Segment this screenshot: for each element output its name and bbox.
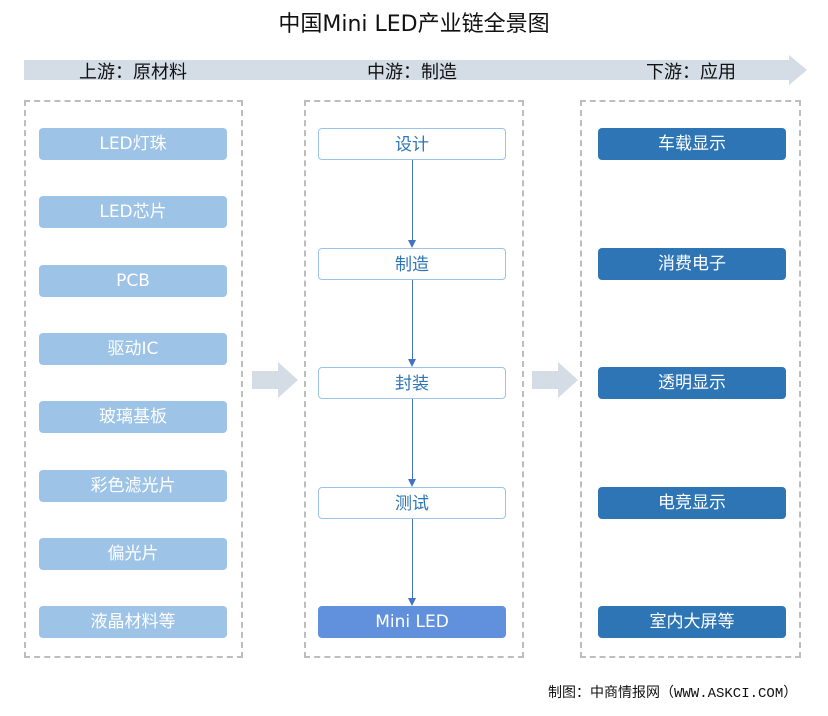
upstream-item: 偏光片	[39, 538, 227, 570]
downstream-box	[580, 100, 801, 658]
upstream-item: PCB	[39, 265, 227, 297]
arrow-down-icon	[408, 240, 416, 248]
flow-connector	[412, 280, 413, 359]
arrow-down-icon	[408, 359, 416, 367]
midstream-box	[304, 100, 524, 658]
midstream-item: Mini LED	[318, 606, 506, 638]
downstream-item: 透明显示	[598, 367, 786, 399]
arrow-down-icon	[408, 598, 416, 606]
upstream-box	[24, 100, 243, 658]
upstream-item: 彩色滤光片	[39, 470, 227, 502]
upstream-item: 液晶材料等	[39, 606, 227, 638]
midstream-item: 测试	[318, 487, 506, 519]
credit: 制图：中商情报网（WWW.ASKCI.COM）	[548, 686, 798, 702]
upstream-item: 驱动IC	[39, 333, 227, 365]
downstream-item: 车载显示	[598, 128, 786, 160]
upstream-item: LED灯珠	[39, 128, 227, 160]
midstream-heading: 中游：制造	[367, 62, 457, 83]
downstream-heading: 下游：应用	[646, 62, 736, 83]
midstream-item: 封装	[318, 367, 506, 399]
arrow-right-icon	[252, 362, 298, 398]
flow-band	[24, 60, 789, 80]
flow-connector	[412, 160, 413, 240]
midstream-item: 设计	[318, 128, 506, 160]
flow-connector	[412, 519, 413, 598]
upstream-item: LED芯片	[39, 196, 227, 228]
downstream-item: 消费电子	[598, 248, 786, 280]
diagram-title: 中国Mini LED产业链全景图	[278, 12, 550, 37]
flow-band-arrowhead	[789, 55, 807, 85]
downstream-item: 电竞显示	[598, 487, 786, 519]
flow-connector	[412, 399, 413, 479]
midstream-item: 制造	[318, 248, 506, 280]
arrow-down-icon	[408, 479, 416, 487]
upstream-item: 玻璃基板	[39, 401, 227, 433]
upstream-heading: 上游：原材料	[79, 62, 187, 83]
downstream-item: 室内大屏等	[598, 606, 786, 638]
arrow-right-icon	[532, 362, 578, 398]
